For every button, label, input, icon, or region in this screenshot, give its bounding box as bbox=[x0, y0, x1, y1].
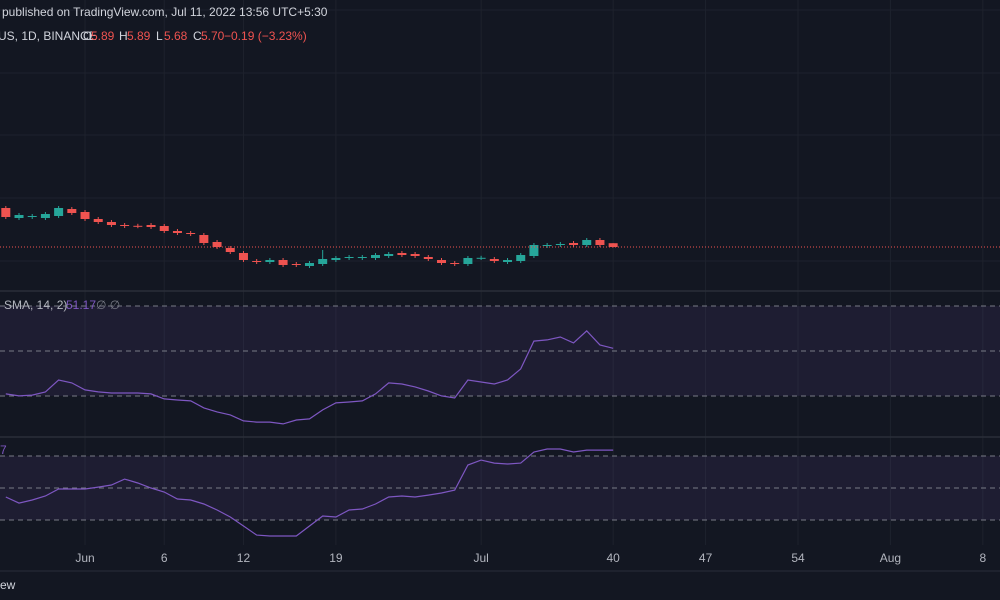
candle-body bbox=[212, 242, 222, 247]
indicator-value: 51.17 bbox=[66, 298, 96, 312]
quote-key: C bbox=[193, 29, 202, 43]
candle-body bbox=[172, 231, 182, 233]
candle-body bbox=[516, 255, 526, 261]
candle-body bbox=[423, 257, 433, 259]
x-tick-label: 6 bbox=[161, 551, 168, 565]
quote: O5.89 H 5.89 L 5.68 C 5.70 bbox=[83, 29, 225, 43]
indicator-extra: ∅ ∅ bbox=[96, 298, 120, 312]
candle-body bbox=[146, 225, 156, 227]
quote-key: O bbox=[83, 29, 92, 43]
candle-body bbox=[291, 264, 301, 265]
indicator-legend: SMA, 14, 2) bbox=[4, 298, 67, 312]
candle-body bbox=[27, 216, 37, 217]
x-tick-label: 54 bbox=[791, 551, 805, 565]
x-tick-label: 12 bbox=[237, 551, 251, 565]
candle-body bbox=[608, 243, 618, 247]
indicator-legend: 7 bbox=[0, 443, 7, 457]
candle-body bbox=[384, 254, 394, 256]
candle-body bbox=[555, 244, 565, 245]
candle-body bbox=[463, 258, 473, 264]
x-tick-label: 8 bbox=[979, 551, 986, 565]
candle-body bbox=[331, 258, 341, 260]
quote-value: 5.70 bbox=[201, 29, 225, 43]
candle-body bbox=[186, 233, 196, 234]
x-tick-label: 40 bbox=[606, 551, 620, 565]
candle-body bbox=[489, 259, 499, 261]
candle-body bbox=[225, 248, 235, 252]
candle-body bbox=[569, 243, 579, 245]
candle-body bbox=[344, 257, 354, 258]
candle-body bbox=[318, 259, 328, 264]
candle-body bbox=[80, 212, 90, 219]
candle-body bbox=[93, 219, 103, 222]
candle-body bbox=[582, 240, 592, 245]
header: published on TradingView.com, Jul 11, 20… bbox=[2, 5, 328, 19]
candle-body bbox=[265, 260, 275, 262]
x-tick-label: Aug bbox=[880, 551, 901, 565]
x-tick-label: Jul bbox=[473, 551, 488, 565]
candle-body bbox=[133, 225, 143, 227]
quote-value: 5.89 bbox=[127, 29, 151, 43]
candle-body bbox=[503, 260, 513, 262]
candle-body bbox=[542, 245, 552, 246]
candle-body bbox=[199, 235, 209, 243]
candle-body bbox=[370, 255, 380, 258]
candle-body bbox=[304, 263, 314, 266]
quote-key: H bbox=[119, 29, 128, 43]
quote-value: 5.89 bbox=[91, 29, 115, 43]
candle-body bbox=[476, 257, 486, 259]
candle-body bbox=[159, 226, 169, 231]
x-axis: Jun 6 12 19 Jul 40 47 54 Aug 8 bbox=[75, 551, 986, 565]
plots bbox=[0, 206, 1000, 537]
candle-body bbox=[397, 253, 407, 255]
candle-body bbox=[410, 254, 420, 256]
candle-body bbox=[450, 263, 460, 264]
candle-body bbox=[14, 215, 24, 218]
quote-value: 5.68 bbox=[164, 29, 188, 43]
x-tick-label: 47 bbox=[699, 551, 713, 565]
candle-body bbox=[1, 208, 11, 217]
candle-body bbox=[529, 245, 539, 256]
candle-body bbox=[120, 225, 130, 226]
candle-body bbox=[40, 214, 50, 218]
candle-body bbox=[252, 261, 262, 262]
x-tick-label: 19 bbox=[329, 551, 343, 565]
price-grid bbox=[0, 9, 1000, 262]
indicator-line bbox=[5, 330, 614, 425]
candle-body bbox=[437, 260, 447, 263]
change: −0.19 (−3.23%) bbox=[224, 29, 307, 43]
candle-body bbox=[67, 209, 77, 213]
vertical-grid bbox=[84, 0, 984, 545]
indicator-line bbox=[5, 448, 614, 537]
candle-body bbox=[595, 240, 605, 245]
quote-key: L bbox=[156, 29, 163, 43]
candle-body bbox=[238, 253, 248, 260]
symbol: US, 1D, BINANCE bbox=[0, 29, 97, 43]
candle-body bbox=[106, 222, 116, 225]
x-tick-label: Jun bbox=[75, 551, 94, 565]
candle-body bbox=[357, 257, 367, 258]
candle-body bbox=[54, 208, 64, 216]
footer: ew bbox=[0, 578, 16, 592]
candle-body bbox=[278, 260, 288, 265]
